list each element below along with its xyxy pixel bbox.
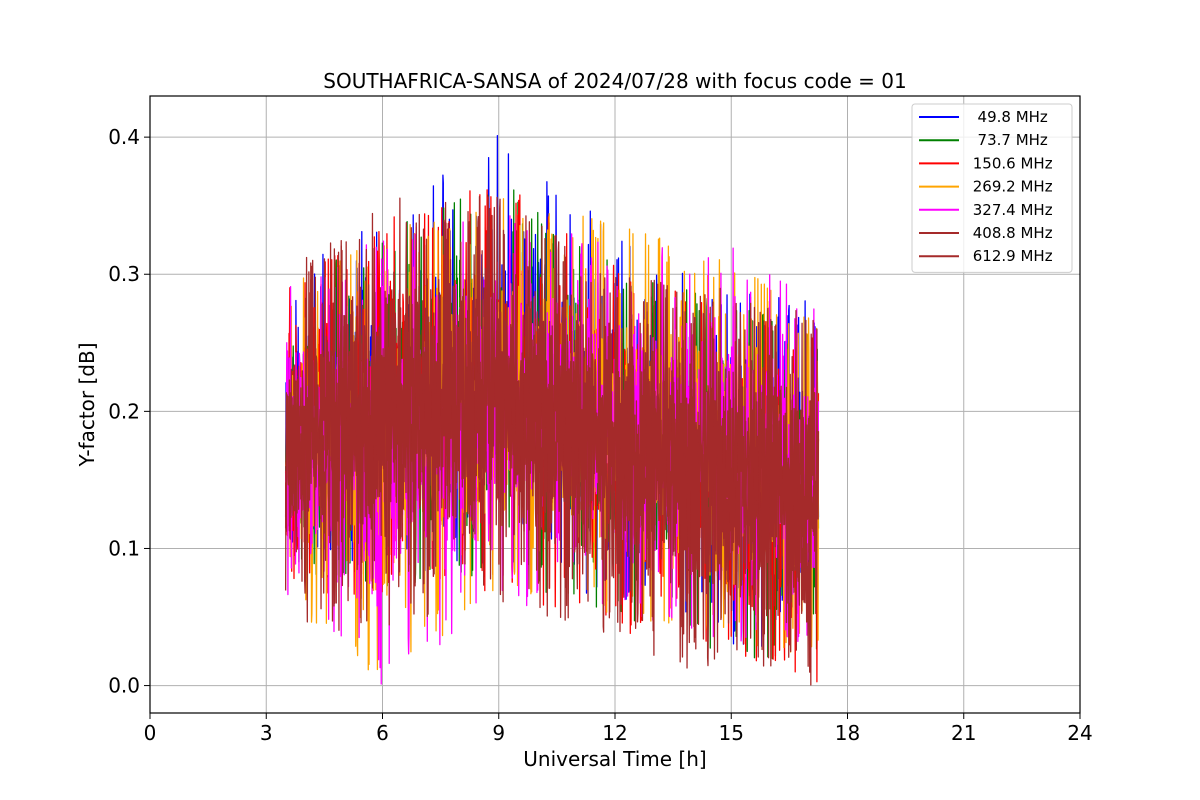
y-tick-label: 0.2 [108,399,140,423]
y-axis: 0.0 0.1 0.2 0.3 0.4 [108,125,150,698]
y-axis-label: Y-factor [dB] [75,342,99,467]
y-tick-label: 0.3 [108,262,140,286]
x-tick-label: 21 [951,721,976,745]
x-tick-label: 9 [492,721,505,745]
x-axis-label: Universal Time [h] [523,747,706,771]
x-tick-label: 24 [1067,721,1092,745]
y-tick-label: 0.4 [108,125,140,149]
legend-label: 150.6 MHz [968,154,1053,172]
x-tick-label: 3 [260,721,273,745]
legend-label: 327.4 MHz [968,201,1053,219]
y-tick-label: 0.0 [108,674,140,698]
legend-frame [911,103,1073,273]
x-tick-label: 0 [144,721,157,745]
x-tick-label: 18 [835,721,860,745]
x-tick-label: 12 [602,721,627,745]
x-axis: 0 3 6 9 12 15 18 21 24 [144,713,1093,745]
series-line [284,206,820,659]
legend-label: 408.8 MHz [968,224,1053,242]
legend-label: 73.7 MHz [968,131,1048,149]
chart-title: SOUTHAFRICA-SANSA of 2024/07/28 with foc… [323,69,907,93]
y-tick-label: 0.1 [108,536,140,560]
plot-area [284,134,820,686]
legend-label: 612.9 MHz [968,247,1053,265]
x-tick-label: 6 [376,721,389,745]
x-tick-label: 15 [719,721,744,745]
legend-label: 49.8 MHz [968,108,1048,126]
legend: 49.8 MHz 73.7 MHz 150.6 MHz 269.2 MHz 32… [911,103,1073,273]
legend-label: 269.2 MHz [968,178,1053,196]
